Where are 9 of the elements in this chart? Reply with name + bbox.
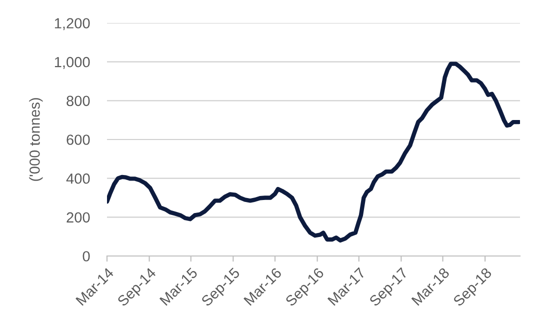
y-tick-label: 1,200 <box>54 18 90 30</box>
y-tick-label: 200 <box>66 212 90 223</box>
y-tick-label: 600 <box>66 134 90 145</box>
y-tick-label: 800 <box>66 96 90 106</box>
y-axis-title: ('000 tonnes) <box>29 98 43 181</box>
y-tick-label: 0 <box>82 251 90 262</box>
line-series <box>107 62 520 243</box>
y-tick-label: 400 <box>66 173 90 184</box>
y-tick-label: 1,000 <box>54 56 90 69</box>
